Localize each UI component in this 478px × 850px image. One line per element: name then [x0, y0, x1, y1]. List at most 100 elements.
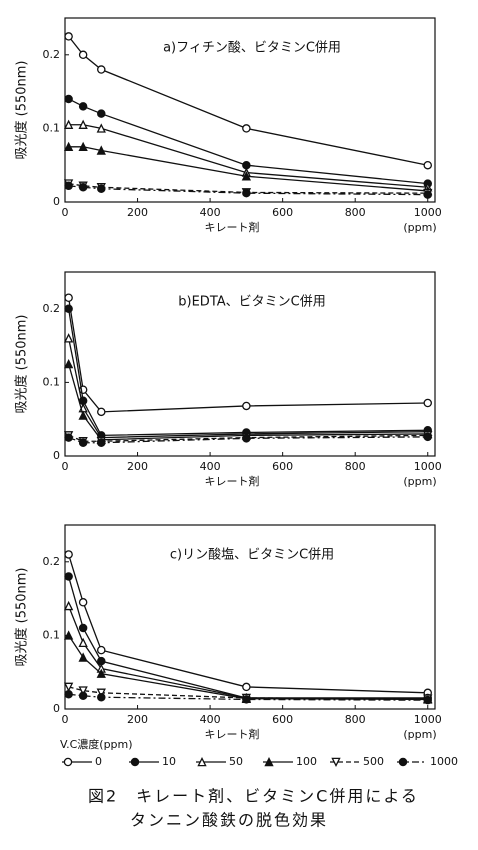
- marker: [63, 333, 74, 343]
- x-tick-label: 800: [345, 713, 366, 726]
- x-tick-label: 400: [200, 713, 221, 726]
- marker: [64, 304, 73, 314]
- legend-label: 100: [296, 755, 317, 768]
- legend-marker: [197, 756, 207, 767]
- x-tick-label: 0: [62, 460, 69, 473]
- marker: [63, 358, 74, 369]
- caption: 図2 キレート剤、ビタミンC併用による: [88, 787, 419, 806]
- marker: [64, 94, 73, 104]
- legend-label: 0: [95, 755, 102, 768]
- series-line: [68, 35, 428, 166]
- y-axis-label: 吸光度 (550nm): [14, 315, 30, 414]
- series-line: [68, 576, 428, 699]
- y-tick-label: 0.2: [43, 555, 61, 568]
- x-tick-label: 800: [345, 460, 366, 473]
- x-tick-label: 600: [272, 713, 293, 726]
- y-tick-label: 0.2: [43, 48, 61, 61]
- plot-frame: [64, 271, 436, 457]
- marker: [64, 690, 73, 699]
- marker: [97, 109, 106, 118]
- chart-title: a)フィチン酸、ビタミンC併用: [163, 41, 341, 56]
- series-line: [67, 338, 428, 439]
- y-axis-label: 吸光度 (550nm): [14, 568, 30, 667]
- marker: [423, 398, 432, 408]
- marker: [63, 600, 74, 611]
- marker: [78, 637, 88, 648]
- marker: [97, 645, 106, 655]
- legend-label: 50: [229, 755, 243, 768]
- marker: [63, 141, 74, 152]
- marker: [78, 410, 88, 420]
- x-axis-label: キレート剤: [205, 474, 260, 488]
- marker: [64, 572, 73, 581]
- x-axis-label: キレート剤: [205, 727, 260, 741]
- series-line: [68, 363, 428, 441]
- marker: [63, 682, 74, 692]
- marker: [423, 160, 432, 170]
- marker: [63, 630, 74, 640]
- legend-label: 10: [162, 755, 176, 768]
- x-tick-label: 200: [127, 713, 148, 726]
- x-axis-label: キレート剤: [205, 220, 260, 234]
- x-tick-label: 800: [345, 206, 366, 219]
- marker: [423, 190, 432, 199]
- marker: [78, 50, 88, 60]
- y-tick-label: 0.1: [43, 375, 61, 388]
- marker: [96, 145, 106, 155]
- marker: [78, 686, 88, 696]
- marker: [64, 32, 73, 41]
- marker: [242, 434, 251, 443]
- marker: [96, 123, 106, 133]
- chart-title: c)リン酸塩、ビタミンC併用: [170, 548, 334, 563]
- x-tick-label: 400: [200, 206, 221, 219]
- marker: [97, 65, 106, 74]
- marker: [63, 119, 74, 129]
- series-line: [68, 98, 428, 185]
- series-line: [67, 297, 428, 413]
- x-tick-label: 0: [62, 206, 69, 219]
- y-tick-label: 0.1: [43, 628, 61, 641]
- y-axis-label: 吸光度 (550nm): [14, 61, 30, 160]
- legend-marker: [398, 757, 408, 767]
- series-line: [68, 554, 428, 694]
- marker: [78, 438, 88, 448]
- x-tick-label: 400: [200, 460, 221, 473]
- x-tick-label: 1000: [414, 460, 442, 473]
- legend-label: 500: [363, 755, 384, 768]
- marker: [78, 141, 88, 152]
- y-tick-label: 0.2: [43, 302, 61, 315]
- marker: [96, 668, 106, 678]
- x-tick-label: 1000: [414, 713, 442, 726]
- legend-marker: [264, 756, 274, 767]
- marker: [78, 598, 88, 607]
- marker: [78, 691, 88, 701]
- marker: [97, 692, 106, 702]
- marker: [78, 183, 88, 192]
- caption: タンニン酸鉄の脱色効果: [130, 811, 328, 830]
- x-tick-label: 600: [272, 460, 293, 473]
- marker: [96, 688, 106, 698]
- legend-label: 1000: [430, 755, 458, 768]
- marker: [423, 432, 432, 442]
- x-tick-label: 200: [127, 206, 148, 219]
- marker: [64, 181, 73, 191]
- x-axis-unit: (ppm): [403, 728, 436, 741]
- marker: [242, 695, 251, 704]
- marker: [97, 438, 106, 448]
- plot-frame: [64, 524, 436, 710]
- marker: [242, 401, 251, 411]
- marker: [78, 119, 88, 129]
- plot-frame: [64, 17, 436, 203]
- marker: [242, 682, 251, 692]
- marker: [242, 124, 251, 133]
- legend-marker: [331, 757, 341, 768]
- x-tick-label: 1000: [414, 206, 442, 219]
- marker: [64, 293, 73, 303]
- series-line: [67, 308, 428, 437]
- x-axis-unit: (ppm): [403, 221, 436, 234]
- marker: [78, 652, 88, 662]
- marker: [97, 407, 106, 417]
- x-tick-label: 0: [62, 713, 69, 726]
- marker: [241, 171, 252, 181]
